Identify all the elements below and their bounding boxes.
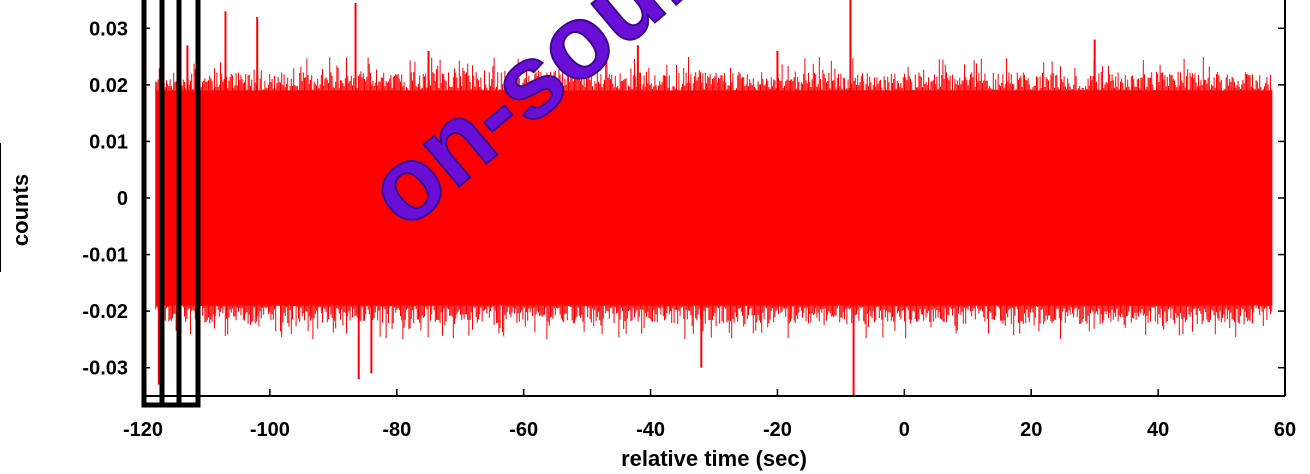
x-tick-label: -100 <box>250 419 290 441</box>
x-tick-label: -60 <box>509 419 538 441</box>
x-tick-label: -120 <box>123 419 163 441</box>
y-axis-ticks: 0.03 0.02 0.01 0 -0.01 -0.02 -0.03 <box>82 18 1285 380</box>
y-tick-label: 0.01 <box>89 131 128 153</box>
y-tick-label: 0.03 <box>89 18 128 40</box>
x-tick-label: -80 <box>382 419 411 441</box>
x-axis-label: relative time (sec) <box>621 446 807 471</box>
x-tick-label: 20 <box>1020 419 1042 441</box>
x-tick-label: -20 <box>763 419 792 441</box>
y-tick-label: -0.01 <box>82 245 128 267</box>
signal-trace <box>155 56 1273 340</box>
x-tick-label: 40 <box>1147 419 1169 441</box>
x-tick-label: 0 <box>899 419 910 441</box>
y-tick-label: -0.03 <box>82 358 128 380</box>
highlight-boxes <box>141 0 201 408</box>
y-tick-label: 0 <box>117 188 128 210</box>
x-axis-ticks: -120 -100 -80 -60 -40 -20 0 20 40 60 <box>123 389 1296 441</box>
y-axis-label: counts <box>8 174 33 246</box>
plot-area <box>142 0 1286 397</box>
x-tick-label: 60 <box>1274 419 1296 441</box>
highlight-box-outer <box>141 0 201 408</box>
y-tick-label: 0.02 <box>89 75 128 97</box>
x-tick-label: -40 <box>636 419 665 441</box>
y-tick-label: -0.02 <box>82 301 128 323</box>
